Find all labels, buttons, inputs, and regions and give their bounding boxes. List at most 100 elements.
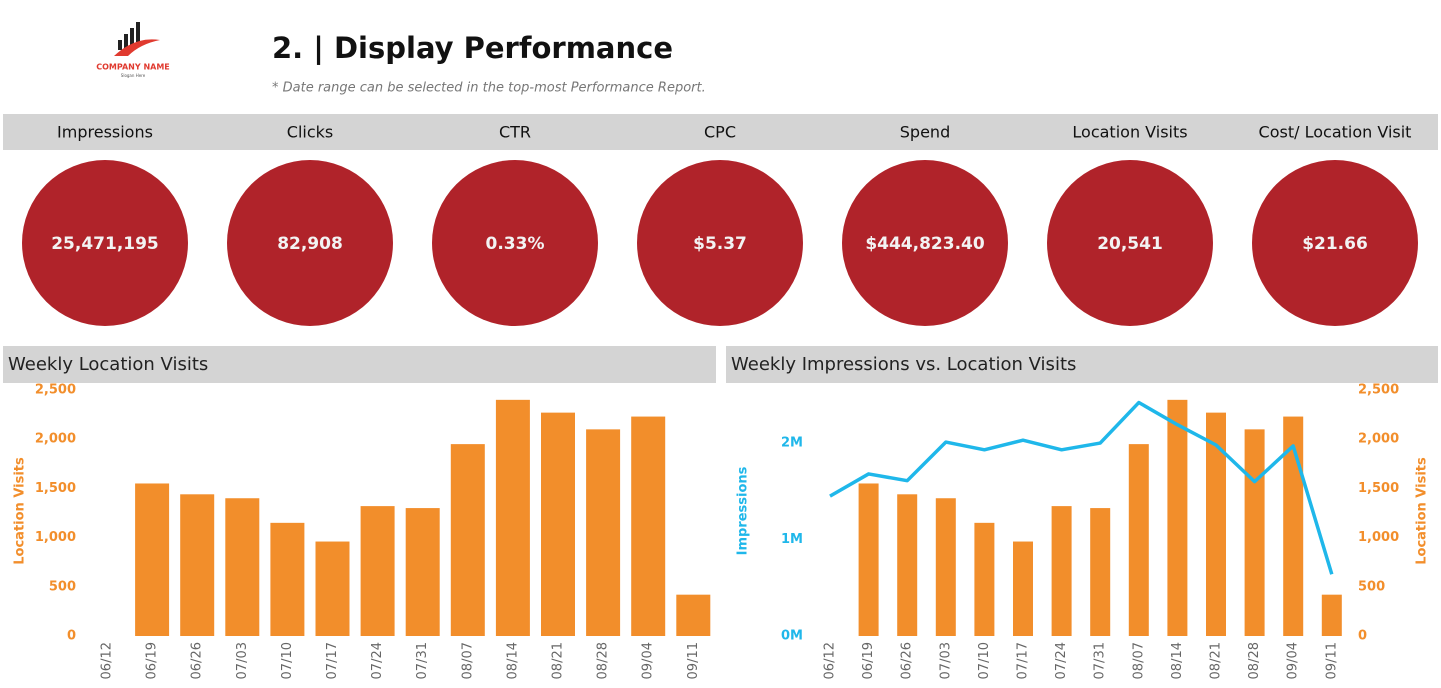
y-axis-title: Impressions (736, 466, 751, 555)
x-tick-label: 09/04 (641, 642, 656, 679)
logo-swoosh (114, 39, 160, 56)
bar (1167, 399, 1188, 636)
bar (1206, 412, 1226, 636)
y-tick-label: 1,000 (1358, 530, 1399, 545)
x-tick-label: 07/24 (1054, 642, 1069, 679)
x-tick-label: 07/24 (370, 642, 385, 679)
kpi-label: Clicks (287, 123, 333, 142)
bar (974, 522, 995, 636)
x-tick-label: 07/03 (938, 642, 953, 679)
y-tick-label: 500 (49, 579, 76, 594)
y-tick-label: 0M (781, 629, 803, 644)
bar (270, 522, 305, 636)
x-tick-label: 07/10 (280, 642, 295, 679)
x-tick-label: 06/19 (145, 642, 160, 679)
logo-slogan: Slogan Here (121, 73, 146, 78)
logo: COMPANY NAME Slogan Here (96, 22, 170, 78)
panel-header (3, 346, 716, 383)
bar (897, 494, 918, 636)
logo-bar (136, 22, 140, 42)
x-tick-label: 08/07 (1131, 642, 1146, 679)
y-tick-label: 0 (67, 629, 76, 644)
bar (1090, 508, 1111, 636)
kpi-circle (1047, 160, 1213, 326)
x-tick-label: 07/17 (325, 642, 340, 679)
x-tick-label: 07/31 (1093, 642, 1108, 679)
x-tick-label: 07/17 (1016, 642, 1031, 679)
x-tick-label: 09/11 (686, 642, 701, 679)
bar (1128, 444, 1149, 636)
y-tick-label: 2M (781, 436, 803, 451)
y-tick-label: 2,500 (35, 383, 76, 398)
bar (1051, 506, 1072, 636)
y-tick-label: 0 (1358, 629, 1367, 644)
bar (1283, 416, 1304, 636)
kpi-label: CTR (499, 123, 531, 142)
y-axis-title: Location Visits (13, 457, 28, 565)
bar (450, 444, 485, 636)
y-tick-label: 2,000 (1358, 432, 1399, 447)
bar (315, 541, 350, 636)
kpi-circle (432, 160, 598, 326)
x-tick-label: 08/14 (1170, 642, 1185, 679)
line (829, 400, 1334, 575)
kpi-circle (22, 160, 188, 326)
kpi-value: $21.66 (1302, 234, 1368, 254)
bar (858, 483, 879, 636)
x-tick-label: 06/12 (823, 642, 838, 679)
bar (1321, 594, 1342, 636)
bar (405, 508, 440, 636)
y-tick-label: 1,500 (1358, 481, 1399, 496)
x-tick-label: 08/28 (596, 642, 611, 679)
x-tick-label: 06/26 (900, 642, 915, 679)
x-tick-label: 09/11 (1324, 642, 1339, 679)
kpi-label: CPC (704, 123, 736, 142)
bar (1244, 429, 1265, 636)
kpi-value: 0.33% (486, 234, 545, 254)
x-tick-label: 06/12 (100, 642, 115, 679)
y2-axis-title: Location Visits (1415, 457, 1430, 565)
kpi-value: $5.37 (693, 234, 747, 254)
bar (360, 506, 395, 636)
kpi-circle (227, 160, 393, 326)
kpi-band (3, 114, 1438, 150)
kpi-circle (842, 160, 1008, 326)
y-tick-label: 500 (1358, 579, 1385, 594)
page-note: * Date range can be selected in the top-… (272, 81, 706, 96)
page-title: 2. | Display Performance (272, 31, 673, 65)
logo-bar (124, 34, 128, 48)
bar (586, 429, 621, 636)
kpi-circle (637, 160, 803, 326)
logo-name: COMPANY NAME (96, 63, 170, 72)
bar (495, 399, 530, 636)
panel-title: Weekly Location Visits (8, 354, 208, 375)
x-tick-label: 08/07 (460, 642, 475, 679)
bar (1013, 541, 1033, 636)
x-tick-label: 07/10 (977, 642, 992, 679)
x-tick-label: 08/21 (551, 642, 566, 679)
x-tick-label: 07/31 (415, 642, 430, 679)
x-tick-label: 08/21 (1209, 642, 1224, 679)
y-tick-label: 1M (781, 532, 803, 547)
bar (631, 416, 666, 636)
kpi-value: 20,541 (1097, 234, 1163, 254)
kpi-label: Impressions (57, 123, 153, 142)
bar (225, 498, 260, 636)
bar (676, 594, 711, 636)
bar (180, 494, 215, 636)
kpi-label: Location Visits (1072, 123, 1187, 142)
y-tick-label: 2,000 (35, 432, 76, 447)
y-tick-label: 2,500 (1358, 383, 1399, 398)
kpi-label: Cost/ Location Visit (1259, 123, 1412, 142)
x-tick-label: 09/04 (1286, 642, 1301, 679)
panel-header (726, 346, 1438, 383)
panel-title: Weekly Impressions vs. Location Visits (731, 354, 1076, 375)
y-tick-label: 1,000 (35, 530, 76, 545)
y-tick-label: 1,500 (35, 481, 76, 496)
x-tick-label: 08/14 (505, 642, 520, 679)
kpi-value: 25,471,195 (51, 234, 159, 254)
x-tick-label: 06/19 (861, 642, 876, 679)
x-tick-label: 08/28 (1247, 642, 1262, 679)
